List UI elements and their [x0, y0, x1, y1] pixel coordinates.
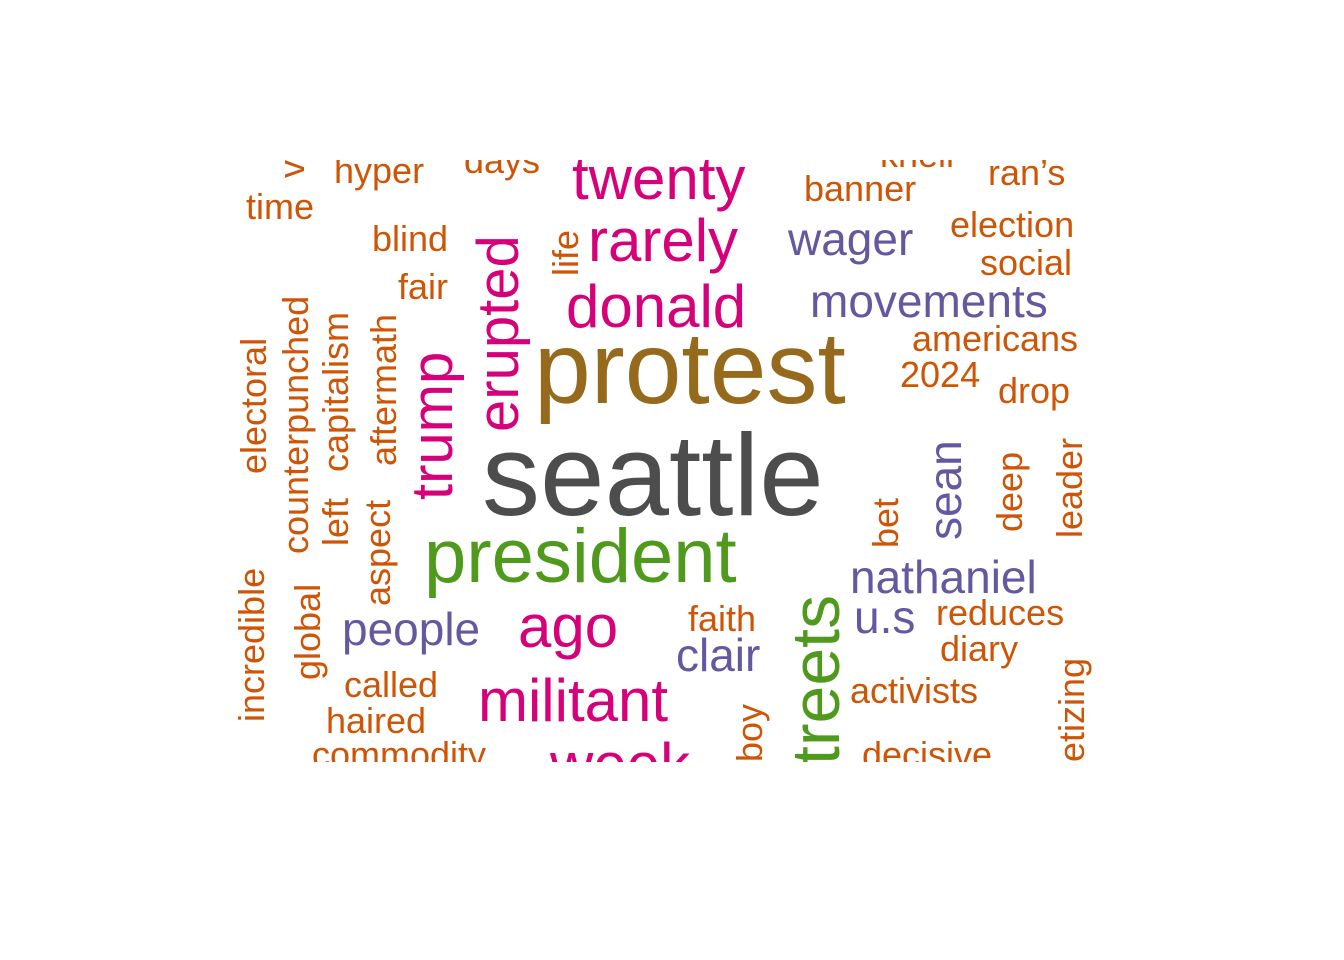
word-rans: ran’s [988, 160, 1066, 194]
word-treets: treets [778, 594, 854, 762]
word-reduces: reduces [936, 592, 1065, 634]
word-us: u.s [854, 591, 916, 644]
word-banner: banner [804, 168, 917, 210]
word-diary: diary [940, 628, 1019, 670]
word-activists: activists [850, 670, 979, 712]
word-life: life [545, 229, 586, 276]
word-ago: ago [518, 593, 619, 661]
word-global: global [287, 583, 328, 680]
word-wager: wager [788, 213, 914, 266]
word-faith: faith [688, 598, 757, 640]
word-hyper: hyper [334, 160, 425, 192]
word-incredible: incredible [231, 567, 272, 722]
word-left: left [315, 497, 356, 546]
word-haired: haired [326, 700, 427, 742]
word-called: called [344, 664, 439, 706]
word-blind: blind [372, 218, 449, 260]
word-drop: drop [998, 370, 1071, 412]
word-leader: leader [1049, 437, 1090, 538]
word-social: social [980, 242, 1073, 284]
word-deep: deep [989, 451, 1030, 532]
word-seattle: seattle [482, 410, 824, 541]
word-rarely: rarely [588, 207, 739, 275]
word-knell: knell [880, 160, 954, 173]
word-days: days [464, 160, 541, 182]
word-cloud: seattle protest president treets twenty … [228, 160, 1118, 762]
word-election: election [950, 204, 1075, 246]
word-americans: americans [912, 318, 1079, 360]
word-nathaniel: nathaniel [850, 551, 1037, 604]
word-aftermath: aftermath [363, 313, 404, 466]
word-boy: boy [729, 703, 770, 762]
word-donald: donald [566, 273, 747, 341]
word-time: time [246, 186, 315, 228]
word-militant: militant [478, 667, 669, 735]
word-erupted: erupted [466, 235, 531, 432]
word-capitalism: capitalism [315, 311, 356, 472]
word-protest: protest [534, 311, 846, 426]
word-decisive: decisive [862, 734, 993, 762]
word-sean: sean [919, 440, 971, 540]
word-clair: clair [676, 629, 761, 682]
word-electoral: electoral [233, 337, 274, 474]
word-movements: movements [810, 275, 1048, 328]
word-week: week [550, 735, 690, 762]
word-president: president [424, 513, 737, 599]
word-trump: trump [400, 351, 465, 500]
word-bet: bet [865, 497, 906, 548]
word-twenty: twenty [572, 160, 746, 213]
word-counterpunched: counterpunched [275, 295, 316, 554]
word-commodity: commodity [312, 734, 487, 762]
word-aspect: aspect [357, 499, 398, 606]
word-2024: 2024 [900, 354, 981, 396]
word-etizing: etizing [1051, 657, 1092, 762]
word-people: people [342, 603, 481, 656]
word-fair: fair [398, 266, 449, 308]
word-v: v [271, 160, 312, 178]
